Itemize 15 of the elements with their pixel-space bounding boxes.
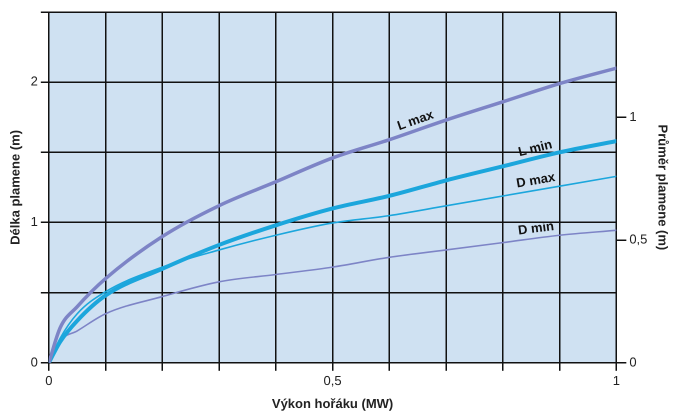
y2-tick-label: 1 bbox=[629, 109, 637, 124]
text: D max bbox=[515, 168, 557, 190]
y-tick-label: 0 bbox=[30, 354, 38, 370]
y2-tick-label: 0 bbox=[629, 354, 637, 370]
x-tick-label: 0,5 bbox=[324, 373, 342, 388]
text: L max bbox=[395, 106, 436, 134]
x-tick-label: 1 bbox=[612, 373, 620, 388]
y-axis-title: Délka plamene (m) bbox=[7, 130, 22, 245]
y-tick-label: 1 bbox=[30, 214, 38, 230]
y2-tick-label: 0,5 bbox=[629, 232, 648, 247]
y2-axis-title: Průměr plamene (m) bbox=[656, 124, 671, 250]
x-tick-label: 0 bbox=[45, 373, 52, 388]
y-tick-label: 2 bbox=[30, 74, 38, 89]
text: D min bbox=[517, 218, 555, 238]
x-axis-title: Výkon hořáku (MW) bbox=[272, 396, 394, 411]
